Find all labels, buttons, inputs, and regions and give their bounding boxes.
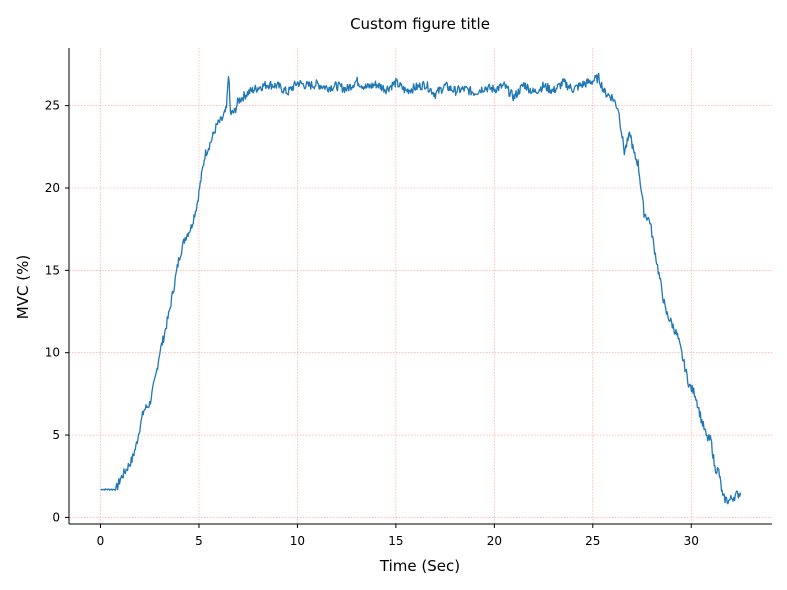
x-tick-label: 5 bbox=[195, 534, 203, 548]
chart-title: Custom figure title bbox=[350, 15, 490, 33]
series-line bbox=[100, 72, 742, 505]
y-tick-label: 15 bbox=[45, 263, 60, 277]
x-tick-label: 20 bbox=[487, 534, 502, 548]
y-axis-label: MVC (%) bbox=[14, 255, 32, 319]
axes bbox=[68, 48, 772, 525]
x-tick-label: 30 bbox=[684, 534, 699, 548]
ticks: 0 5 10 15 20 25 30 0 5 10 15 20 25 bbox=[45, 99, 699, 548]
x-tick-label: 25 bbox=[585, 534, 600, 548]
x-tick-label: 15 bbox=[388, 534, 403, 548]
grid bbox=[69, 48, 772, 524]
x-tick-label: 0 bbox=[97, 534, 105, 548]
y-tick-label: 25 bbox=[45, 99, 60, 113]
y-tick-label: 20 bbox=[45, 181, 60, 195]
x-tick-label: 10 bbox=[290, 534, 305, 548]
y-tick-label: 5 bbox=[52, 428, 60, 442]
plot-area bbox=[100, 72, 742, 505]
y-tick-label: 10 bbox=[45, 346, 60, 360]
y-tick-label: 0 bbox=[52, 510, 60, 524]
x-axis-label: Time (Sec) bbox=[379, 557, 460, 575]
